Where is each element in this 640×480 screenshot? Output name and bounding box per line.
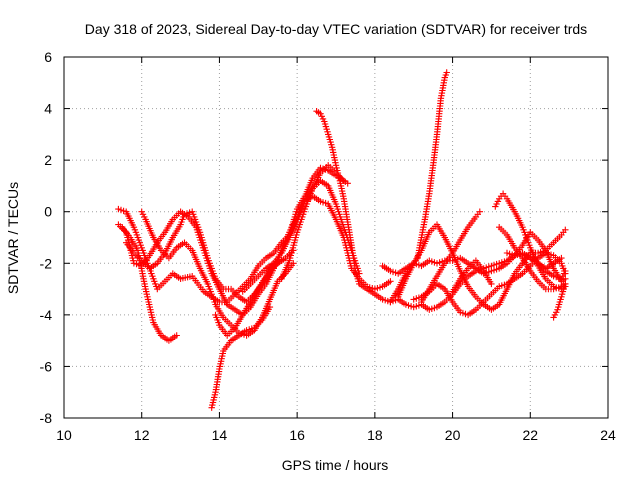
x-tick-label: 24 <box>600 427 616 443</box>
series-arc9 <box>278 162 347 282</box>
plus-markers <box>410 249 569 319</box>
grid <box>64 57 608 418</box>
x-tick-label: 12 <box>134 427 150 443</box>
data-markers <box>115 69 569 411</box>
y-tick-label: -2 <box>40 255 53 271</box>
y-tick-label: 2 <box>44 152 52 168</box>
x-tick-label: 22 <box>522 427 538 443</box>
series-arc19 <box>503 229 569 285</box>
plus-markers <box>503 229 569 285</box>
y-tick-label: 6 <box>44 49 52 65</box>
chart-title: Day 318 of 2023, Sidereal Day-to-day VTE… <box>85 21 587 37</box>
y-tick-label: -4 <box>40 307 53 323</box>
plot-border <box>63 56 609 419</box>
plus-markers <box>395 221 569 313</box>
series-arc6 <box>208 303 274 411</box>
series-arc16 <box>449 257 495 295</box>
x-axis-label: GPS time / hours <box>282 457 389 473</box>
x-tick-label: 20 <box>445 427 461 443</box>
plus-markers <box>208 303 274 411</box>
y-tick-label: -6 <box>40 358 53 374</box>
x-tick-label: 10 <box>56 427 72 443</box>
plus-markers <box>119 224 180 344</box>
series-arc3 <box>119 224 180 344</box>
y-tick-label: 4 <box>44 101 52 117</box>
series-arc15 <box>410 249 569 319</box>
plus-markers <box>550 280 569 321</box>
y-axis-label: SDTVAR / TECUs <box>5 182 21 294</box>
plot-frame <box>63 56 609 419</box>
x-tick-label: 14 <box>212 427 228 443</box>
x-tick-label: 18 <box>367 427 383 443</box>
plus-markers <box>239 257 285 295</box>
series-arc8 <box>239 257 285 295</box>
x-tick-label: 16 <box>289 427 305 443</box>
series-arc20 <box>550 280 569 321</box>
series-arc13 <box>395 221 569 313</box>
plus-markers <box>278 162 347 282</box>
tick-marks <box>63 56 609 419</box>
y-tick-label: -8 <box>40 410 53 426</box>
y-tick-label: 0 <box>44 204 52 220</box>
plus-markers <box>449 257 495 295</box>
